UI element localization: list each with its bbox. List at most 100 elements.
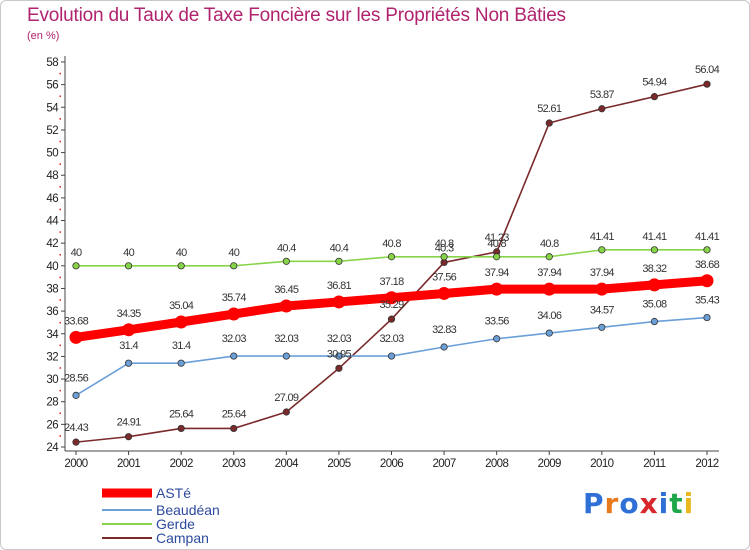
x-tick-label: 2009 [538,458,561,470]
data-point-gerde [335,257,343,265]
data-point-campan [703,80,711,88]
y-tick-label: 38 [46,283,58,295]
y-tick-label: 36 [46,306,58,318]
x-tick-label: 2005 [327,458,350,470]
x-tick-label: 2001 [117,458,140,470]
data-point-campan [72,438,80,446]
data-point-aste [542,282,556,296]
data-label-beaudean: 32.03 [327,333,352,345]
series-line-campan [75,83,708,443]
data-label-gerde: 40.8 [487,238,506,250]
data-point-aste [279,299,293,313]
y-tick-label: 48 [46,170,58,182]
x-tick-label: 2003 [222,458,245,470]
data-label-aste: 37.94 [537,267,562,279]
data-label-beaudean: 28.56 [64,372,89,384]
y-minor-tick [59,254,61,256]
data-label-aste: 36.81 [327,280,352,292]
data-point-gerde [387,253,396,261]
logo-letter: i [658,487,670,520]
data-label-gerde: 40 [228,247,239,259]
data-label-campan: 41.23 [485,232,510,244]
data-label-beaudean: 32.03 [379,333,404,345]
data-point-gerde [598,246,606,254]
logo-letter: t [669,487,684,520]
y-tick-label: 32 [46,351,58,363]
data-point-campan [545,119,553,127]
data-label-campan: 40.3 [435,242,454,254]
data-point-campan [282,408,290,416]
data-label-aste: 38.68 [695,259,720,271]
data-point-beaudean [387,352,396,360]
data-label-beaudean: 31.4 [172,340,191,352]
data-point-aste [595,282,609,296]
y-minor-tick [59,344,61,347]
data-label-gerde: 41.41 [695,231,720,243]
data-point-aste [332,295,346,309]
data-point-gerde [177,262,185,270]
data-point-gerde [440,253,448,261]
x-tick-label: 2006 [380,458,403,470]
y-tick-label: 24 [46,442,59,454]
y-minor-tick [59,276,61,279]
y-tick-label: 56 [46,80,58,92]
logo-letter: o [619,487,640,520]
y-minor-tick [59,367,61,369]
y-minor-tick [59,118,61,120]
y-minor-tick [59,321,61,324]
data-label-gerde: 41.41 [590,231,615,243]
data-point-campan [124,433,133,441]
data-point-aste [490,282,504,296]
logo-letter: r [604,487,620,520]
data-point-beaudean [598,323,606,331]
data-label-gerde: 41.41 [642,231,667,243]
data-label-gerde: 40.4 [277,242,296,254]
y-tick-label: 42 [46,238,58,250]
data-point-beaudean [703,313,711,322]
data-point-gerde [230,262,238,270]
data-point-aste [437,286,451,300]
y-tick-label: 34 [46,329,59,341]
y-tick-label: 40 [46,261,58,273]
data-label-aste: 37.94 [485,267,510,279]
data-point-campan [230,424,238,433]
y-tick-label: 50 [46,148,58,160]
legend-label-aste: ASTé [156,485,191,501]
data-label-campan: 27.09 [274,392,299,404]
logo-letter: P [583,487,605,520]
data-point-aste [174,315,188,329]
data-label-gerde: 40.4 [330,242,349,254]
y-minor-tick [59,231,61,233]
data-point-gerde [124,262,133,270]
y-tick-label: 46 [46,193,58,205]
data-label-aste: 35.74 [222,292,247,304]
data-label-campan: 53.87 [590,89,615,101]
data-label-gerde: 40.8 [540,238,559,250]
y-minor-tick [59,435,61,437]
data-point-beaudean [650,317,659,326]
y-minor-tick [59,72,61,75]
data-point-beaudean [440,343,448,351]
data-label-campan: 25.64 [222,408,247,420]
data-label-aste: 33.68 [64,315,89,327]
y-minor-tick [59,140,61,143]
data-label-beaudean: 33.56 [485,316,510,328]
data-label-aste: 38.32 [642,263,667,275]
data-label-beaudean: 34.06 [537,310,562,322]
chart-subtitle: (en %) [27,30,60,42]
data-label-aste: 37.94 [590,267,615,279]
data-point-beaudean [72,391,80,399]
data-point-aste [647,278,661,292]
legend-label-gerde: Gerde [156,516,195,532]
data-point-aste [700,274,714,288]
data-label-campan: 25.64 [169,408,194,420]
data-point-campan [335,364,343,372]
y-minor-tick [59,95,61,97]
data-point-beaudean [545,329,553,337]
data-label-aste: 35.04 [169,300,194,312]
data-label-gerde: 40 [123,247,134,259]
x-tick-label: 2012 [695,458,718,470]
data-label-aste: 37.56 [432,271,457,283]
data-label-campan: 24.43 [64,422,89,434]
data-point-beaudean [493,335,501,343]
